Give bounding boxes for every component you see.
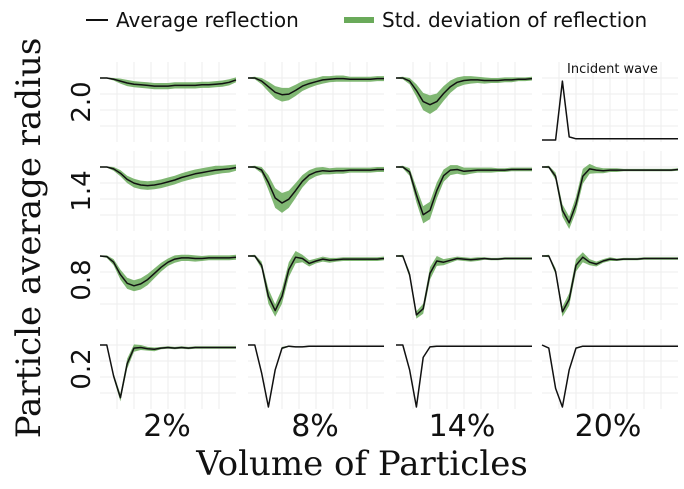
panel-2.0-14%: [396, 62, 533, 142]
row-label-1.4: 1.4: [67, 170, 97, 211]
mean-line: [248, 166, 384, 204]
row-label-0.2: 0.2: [67, 348, 97, 389]
legend: Average reflection Std. deviation of ref…: [86, 8, 647, 32]
mean-line: [100, 77, 237, 87]
mean-line: [248, 255, 385, 312]
panel-1.4-20%: [542, 151, 679, 231]
legend-std-label: Std. deviation of reflection: [382, 8, 647, 32]
panel-0.2-2%: [100, 329, 236, 409]
panel-2.0-20%: [542, 62, 678, 142]
incident-wave-annotation: Incident wave: [567, 62, 658, 77]
mean-line: [99, 255, 237, 287]
mean-line: [248, 344, 384, 408]
panel-0.2-8%: [248, 329, 384, 409]
incident-wave-line: [542, 80, 678, 141]
mean-line: [396, 255, 532, 316]
mean-line: [542, 255, 678, 313]
mean-line: [100, 344, 236, 399]
mean-line: [100, 166, 237, 187]
panel-2.0-8%: [248, 62, 384, 142]
panel-0.2-14%: [396, 329, 532, 409]
mean-line: [542, 166, 679, 224]
panel-1.4-14%: [396, 151, 532, 231]
mean-line: [541, 344, 678, 408]
std-band: [248, 251, 384, 317]
std-band: [100, 77, 236, 90]
std-band: [396, 254, 532, 319]
panel-0.8-8%: [248, 240, 385, 320]
mean-line: [396, 344, 532, 408]
mean-line: [396, 77, 533, 106]
panel-1.4-8%: [248, 151, 384, 231]
x-axis-title: Volume of Particles: [195, 444, 528, 484]
col-label-14%: 14%: [429, 409, 496, 444]
std-band: [100, 254, 236, 292]
panel-0.8-20%: [542, 240, 678, 320]
legend-mean-label: Average reflection: [116, 8, 299, 32]
mean-line: [396, 166, 532, 216]
mean-line: [248, 77, 384, 96]
panels-grid: [99, 62, 679, 409]
y-axis-title: Particle average radius: [9, 38, 49, 439]
col-label-8%: 8%: [291, 409, 339, 444]
panel-0.8-2%: [99, 240, 237, 320]
std-band: [248, 165, 384, 213]
panel-1.4-2%: [100, 151, 237, 231]
row-label-0.8: 0.8: [67, 259, 97, 300]
col-label-2%: 2%: [143, 409, 191, 444]
panel-2.0-2%: [100, 62, 237, 142]
row-label-2.0: 2.0: [67, 81, 97, 122]
panel-0.8-14%: [396, 240, 532, 320]
panel-0.2-20%: [541, 329, 678, 409]
col-label-20%: 20%: [575, 409, 642, 444]
